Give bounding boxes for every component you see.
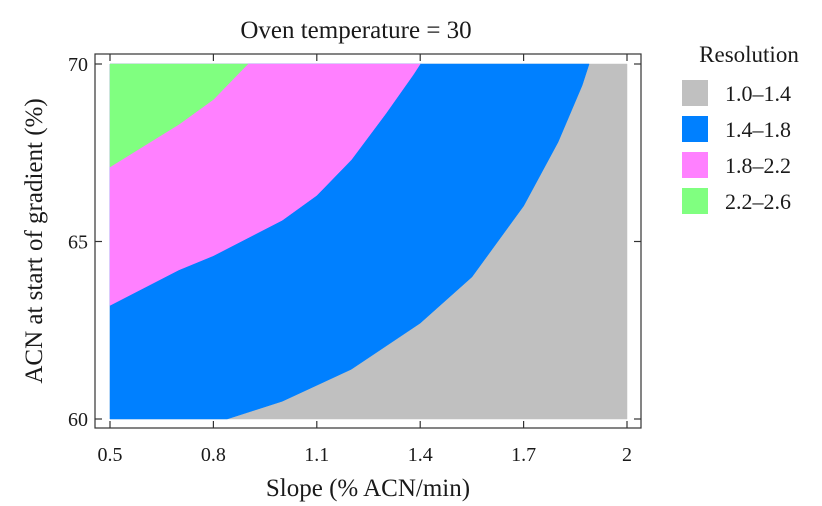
legend-items: 1.0–1.4 1.4–1.8 1.8–2.2 2.2–2.6 (682, 80, 791, 214)
plot-area (109, 63, 628, 420)
legend-label: 1.8–2.2 (725, 153, 791, 178)
x-tick-label: 0.8 (201, 444, 226, 466)
x-axis-label: Slope (% ACN/min) (266, 475, 470, 502)
legend-swatch (682, 116, 708, 142)
legend: Resolution 1.0–1.4 1.4–1.8 1.8–2.2 2.2–2.6 (682, 42, 799, 214)
region-1-8-2-2 (109, 63, 421, 306)
y-axis: 60 65 70 (68, 54, 641, 431)
x-tick-label: 0.5 (98, 444, 123, 466)
x-tick-label: 1.1 (304, 444, 329, 466)
legend-item-1-4-1-8: 1.4–1.8 (682, 116, 791, 142)
x-axis: 0.5 0.8 1.1 1.4 1.7 2 (98, 54, 632, 466)
y-axis-label: ACN at start of gradient (%) (21, 98, 48, 383)
legend-swatch (682, 80, 708, 106)
legend-item-2-2-2-6: 2.2–2.6 (682, 188, 791, 214)
legend-label: 1.0–1.4 (725, 81, 791, 106)
legend-label: 2.2–2.6 (725, 189, 791, 214)
legend-item-1-8-2-2: 1.8–2.2 (682, 152, 791, 178)
y-tick-label: 60 (68, 409, 88, 431)
legend-title: Resolution (699, 42, 799, 67)
y-tick-label: 65 (68, 232, 88, 254)
legend-item-1-0-1-4: 1.0–1.4 (682, 80, 791, 106)
chart-title: Oven temperature = 30 (240, 17, 471, 44)
x-tick-label: 2 (622, 444, 632, 466)
legend-swatch (682, 152, 708, 178)
x-tick-label: 1.7 (511, 444, 536, 466)
region-2-2-2-6 (109, 63, 249, 168)
x-tick-label: 1.4 (408, 444, 433, 466)
y-tick-label: 70 (68, 54, 88, 76)
legend-swatch (682, 188, 708, 214)
legend-label: 1.4–1.8 (725, 117, 791, 142)
